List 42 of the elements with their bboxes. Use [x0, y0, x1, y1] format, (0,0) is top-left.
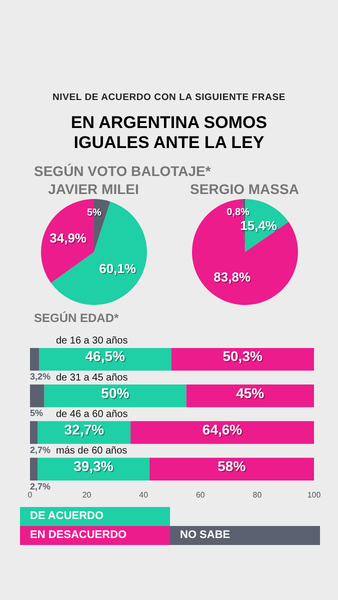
bar: [30, 421, 38, 444]
bar: [130, 421, 314, 444]
data-label: 64,6%: [203, 422, 244, 438]
text: EN ARGENTINA SOMOS IGUALES ANTE LA LEY: [70, 113, 268, 153]
bar: [149, 458, 314, 480]
y-tick-label: más de 60 años: [56, 446, 128, 457]
data-label: 58%: [218, 458, 248, 475]
x-tick-label: 40: [139, 490, 149, 500]
data-label: 34,9%: [49, 230, 86, 246]
text: NO SABE: [170, 526, 320, 545]
data-label: 50%: [102, 386, 131, 402]
chart-title: JAVIER MILEI: [47, 181, 140, 197]
bar: [44, 384, 186, 408]
data-label: 39,3%: [74, 458, 115, 475]
y-tick-label: de 46 a 60 años: [56, 408, 128, 420]
x-tick-label: 80: [252, 490, 262, 500]
text: EN DESACUERDO: [20, 526, 170, 545]
data-label: 3,2%: [30, 372, 51, 382]
chart-title: SEGÚN EDAD*: [34, 311, 120, 325]
text: DE ACUERDO: [20, 507, 170, 526]
data-label: 46,5%: [86, 349, 127, 366]
x-tick-label: 100: [307, 490, 322, 500]
data-label: 50,3%: [224, 349, 264, 366]
text: NIVEL DE ACUERDO CON LA SIGUIENTE FRASE: [51, 92, 287, 103]
x-tick-label: 0: [28, 490, 33, 500]
data-label: 60,1%: [100, 262, 137, 277]
y-tick-label: de 31 a 45 años: [56, 372, 128, 384]
bar: [30, 458, 38, 480]
data-label: 45%: [237, 386, 266, 402]
chart-title: SERGIO MASSA: [189, 181, 300, 197]
bar: [30, 348, 40, 371]
y-tick-label: de 16 a 30 años: [56, 336, 128, 347]
bar: [186, 384, 314, 408]
data-label: 2,7%: [30, 481, 51, 492]
data-label: 2,7%: [30, 444, 51, 455]
data-label: 83,8%: [214, 270, 252, 286]
text: SEGÚN VOTO BALOTAJE*: [34, 163, 212, 179]
data-label: 32,7%: [65, 422, 106, 438]
data-label: 5%: [30, 408, 44, 418]
x-tick-label: 20: [82, 490, 92, 500]
bar: [30, 384, 44, 408]
x-tick-label: 60: [196, 490, 206, 500]
